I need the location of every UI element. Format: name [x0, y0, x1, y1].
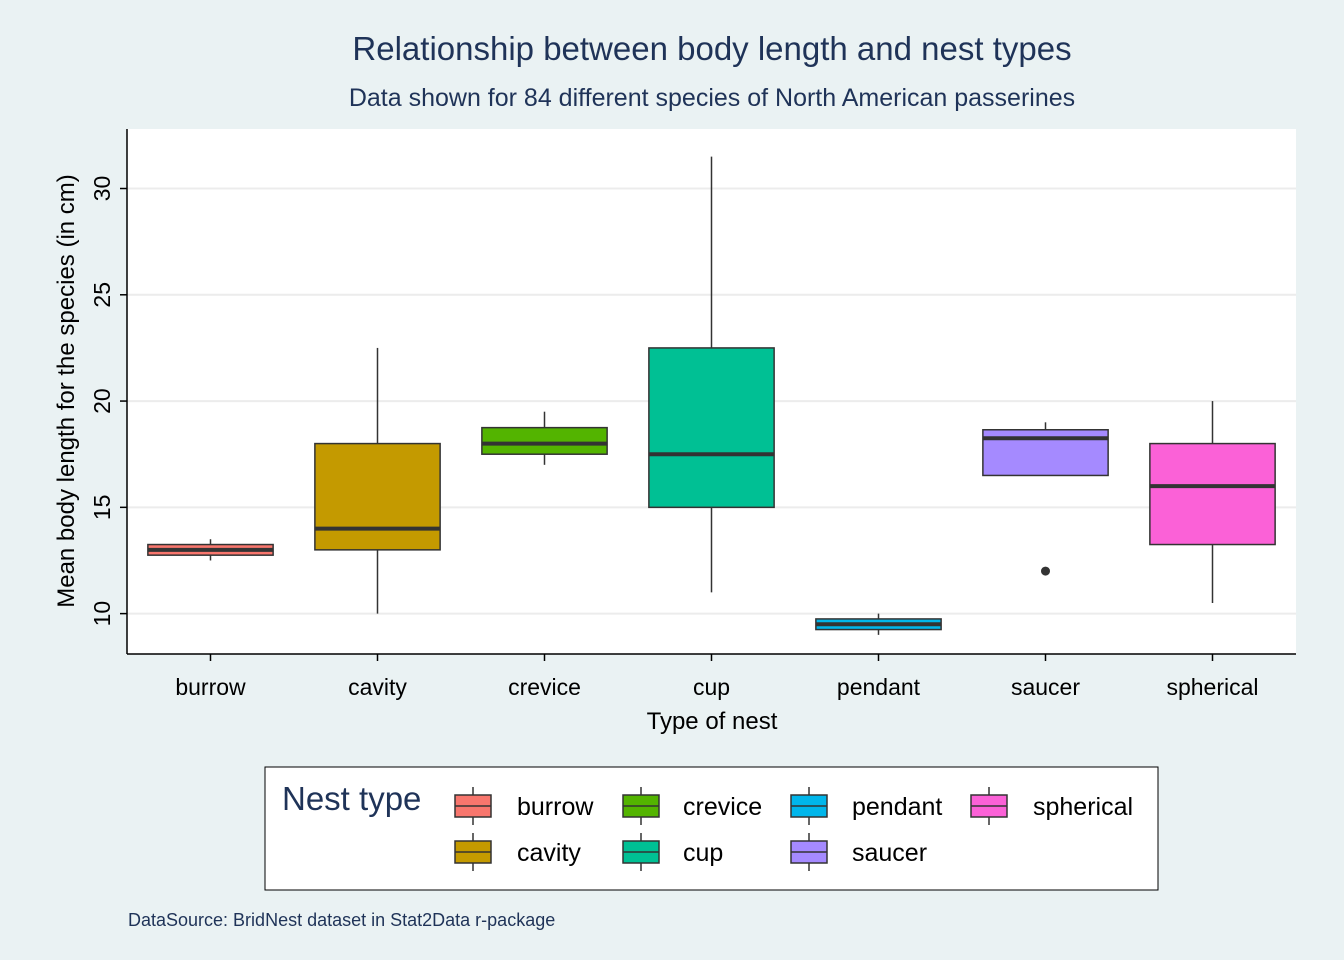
box-crevice	[481, 411, 608, 465]
outlier-saucer-0	[1041, 566, 1050, 576]
box-rect-cavity	[314, 442, 441, 551]
legend-label-pendant: pendant	[852, 793, 942, 821]
y-tick-label-20: 20	[89, 388, 115, 414]
box-rect-cup	[648, 347, 775, 509]
y-tick-label-15: 15	[89, 495, 115, 521]
legend-item-burrow: burrow	[454, 787, 594, 825]
legend-item-saucer: saucer	[790, 833, 927, 871]
x-tick-label-cup: cup	[693, 674, 730, 700]
chart-title: Relationship between body length and nes…	[352, 30, 1071, 67]
box-pendant	[815, 613, 942, 635]
legend-item-spherical: spherical	[970, 787, 1133, 825]
legend-label-spherical: spherical	[1033, 793, 1133, 821]
box-spherical	[1149, 401, 1276, 603]
y-tick-label-30: 30	[89, 176, 115, 202]
chart-subtitle: Data shown for 84 different species of N…	[349, 84, 1075, 112]
legend-label-saucer: saucer	[852, 839, 927, 867]
box-burrow	[147, 539, 274, 561]
legend-label-cavity: cavity	[517, 839, 581, 867]
x-axis-title: Type of nest	[647, 708, 778, 735]
y-tick-label-10: 10	[89, 601, 115, 627]
x-tick-label-saucer: saucer	[1011, 674, 1080, 700]
legend-item-cup: cup	[622, 833, 723, 871]
y-axis-title: Mean body length for the species (in cm)	[53, 174, 80, 608]
box-cup	[648, 156, 775, 593]
legend-item-crevice: crevice	[622, 787, 762, 825]
x-tick-label-pendant: pendant	[837, 674, 921, 700]
x-tick-label-crevice: crevice	[508, 674, 581, 700]
caption: DataSource: BridNest dataset in Stat2Dat…	[128, 910, 555, 930]
legend-item-cavity: cavity	[454, 833, 581, 871]
legend-label-crevice: crevice	[683, 793, 762, 821]
box-rect-spherical	[1149, 442, 1276, 546]
box-saucer	[982, 422, 1109, 576]
legend-label-burrow: burrow	[517, 793, 594, 821]
legend-items: burrow cavity crevice cup pendant saucer spher…	[454, 787, 1133, 871]
legend-label-cup: cup	[683, 839, 723, 867]
boxes	[147, 156, 1276, 635]
x-tick-label-cavity: cavity	[348, 674, 407, 700]
box-cavity	[314, 347, 441, 614]
box-rect-crevice	[481, 426, 608, 455]
x-tick-label-spherical: spherical	[1166, 674, 1258, 700]
y-tick-label-25: 25	[89, 282, 115, 308]
y-ticks: 10 15 20 25 30	[89, 176, 127, 627]
x-tick-label-burrow: burrow	[175, 674, 246, 700]
x-ticks: burrow cavity crevice cup pendant saucer spher…	[175, 654, 1259, 700]
legend-title: Nest type	[282, 780, 421, 817]
legend-item-pendant: pendant	[790, 787, 942, 825]
legend-box	[264, 766, 1159, 891]
